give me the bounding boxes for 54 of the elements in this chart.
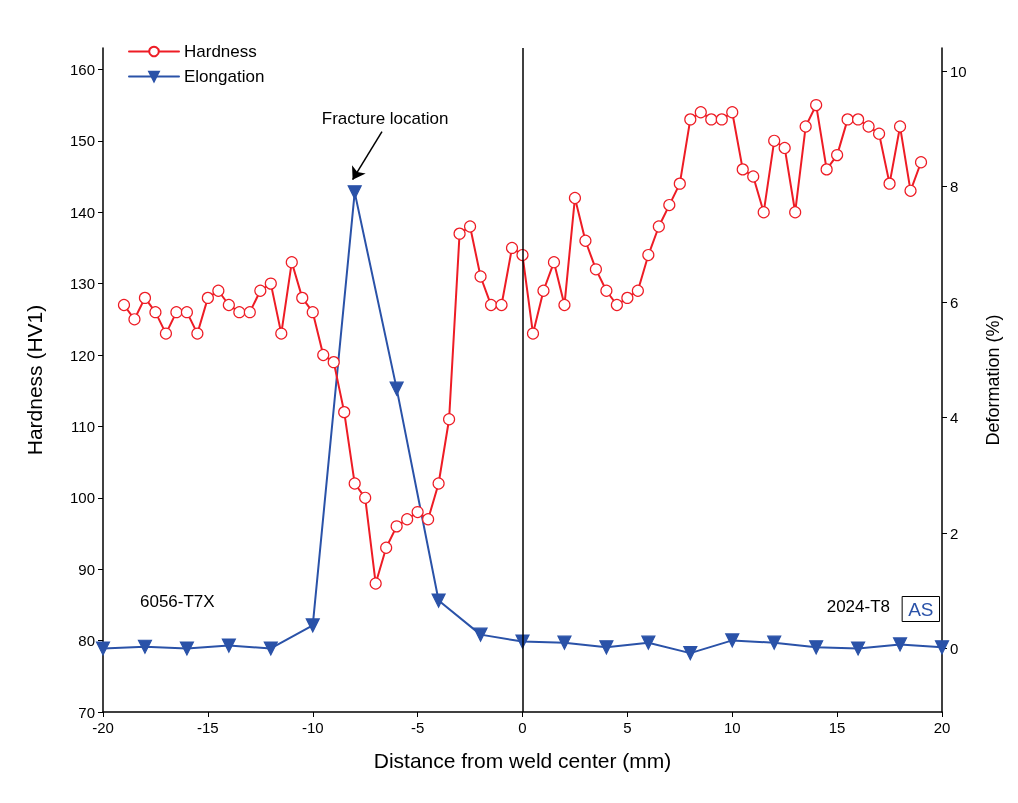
point: [809, 640, 824, 655]
y2-tick-label: 8: [950, 178, 959, 196]
x-tick-label: -10: [301, 719, 324, 736]
point: [95, 641, 111, 656]
y2-tick-label: 0: [950, 639, 959, 657]
y-tick-label: 70: [78, 703, 95, 721]
annotation: 6056-T7X: [140, 592, 215, 611]
y2-tick-label: 4: [950, 409, 959, 427]
x-tick-label: 0: [518, 719, 527, 736]
point: [934, 640, 950, 655]
point: [557, 635, 572, 650]
point: [431, 593, 446, 608]
point: [851, 641, 866, 656]
point: [683, 646, 698, 661]
point: [305, 618, 320, 633]
annotation: 2024-T8: [826, 597, 891, 616]
annotation: Fracture location: [321, 108, 449, 128]
x-tick-label: 20: [933, 719, 951, 736]
point: [347, 185, 362, 200]
x-axis-title: Distance from weld center (mm): [373, 749, 672, 772]
point: [641, 635, 656, 650]
legend-label: Elongation: [184, 67, 265, 86]
x-tick-label: 15: [828, 719, 846, 736]
y2-tick-label: 2: [950, 524, 959, 542]
y-tick-label: 120: [69, 346, 95, 364]
x-tick-label: 5: [623, 719, 632, 736]
point: [473, 627, 488, 642]
y-tick-label: 90: [78, 560, 95, 578]
point: [725, 633, 740, 648]
y2-tick-label: 10: [950, 62, 967, 80]
y-tick-label: 80: [78, 632, 95, 650]
point: [179, 641, 194, 656]
point: [263, 641, 278, 656]
annotation: AS: [908, 598, 934, 620]
legend-label: Hardness: [184, 42, 257, 61]
x-tick-label: 10: [723, 719, 741, 736]
x-tick-label: -15: [197, 719, 219, 736]
y-tick-label: 150: [69, 132, 95, 150]
x-tick-label: -5: [410, 719, 425, 736]
y-tick-label: 140: [69, 203, 95, 221]
point: [599, 640, 614, 655]
y2-tick-label: 6: [950, 293, 959, 311]
y2-axis-title: Deformation (%): [983, 314, 1003, 446]
point: [389, 381, 404, 396]
y-tick-label: 160: [69, 60, 95, 78]
x-tick-label: -20: [92, 719, 114, 736]
point: [221, 638, 236, 653]
point: [892, 637, 908, 652]
point: [137, 639, 153, 654]
y-tick-label: 100: [69, 489, 95, 507]
y-axis-title: Hardness (HV1): [23, 304, 46, 456]
y-tick-label: 110: [71, 417, 95, 435]
point: [767, 635, 782, 650]
y-tick-label: 130: [69, 275, 95, 293]
